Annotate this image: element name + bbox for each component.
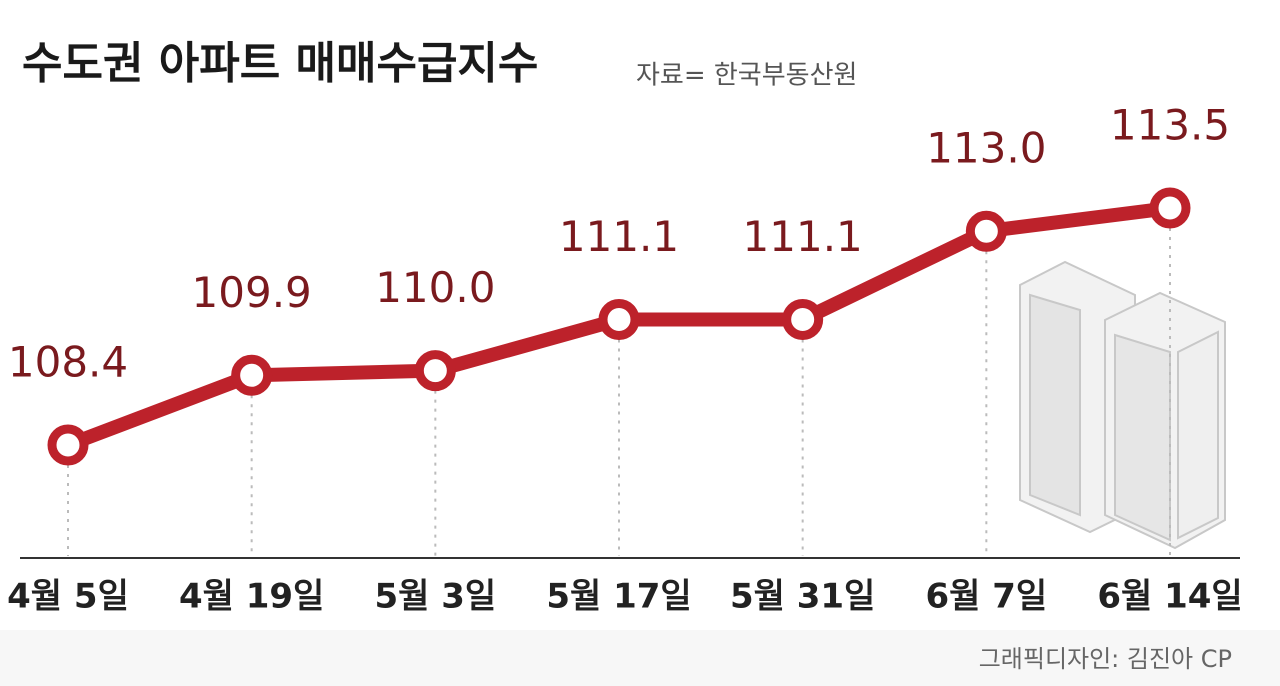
- point: [47, 424, 89, 466]
- point: [598, 299, 640, 341]
- value-label: 113.0: [926, 124, 1046, 173]
- value-label: 108.4: [8, 338, 128, 387]
- point: [965, 210, 1007, 252]
- x-tick-label: 4월 5일: [7, 577, 129, 617]
- value-label: 109.9: [192, 268, 312, 317]
- footer-band: [0, 630, 1280, 686]
- x-tick-label: 4월 19일: [179, 577, 324, 617]
- chart-source: 자료= 한국부동산원: [636, 61, 857, 91]
- point: [231, 354, 273, 396]
- x-tick-label: 5월 31일: [730, 577, 875, 617]
- point: [1149, 187, 1191, 229]
- value-label: 110.0: [375, 263, 495, 312]
- value-label: 113.5: [1110, 101, 1230, 150]
- x-tick-label: 6월 14일: [1097, 577, 1242, 617]
- value-label: 111.1: [743, 212, 863, 261]
- chart-credit: 그래픽디자인: 김진아 CP: [979, 645, 1232, 673]
- value-label: 111.1: [559, 212, 679, 261]
- chart-title: 수도권 아파트 매매수급지수: [22, 38, 538, 89]
- x-tick-label: 6월 7일: [925, 577, 1047, 617]
- x-tick-label: 5월 3일: [374, 577, 496, 617]
- point: [782, 299, 824, 341]
- point: [414, 350, 456, 392]
- building-illustration: [1019, 260, 1226, 550]
- x-tick-label: 5월 17일: [546, 577, 691, 617]
